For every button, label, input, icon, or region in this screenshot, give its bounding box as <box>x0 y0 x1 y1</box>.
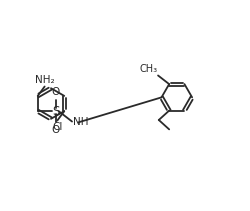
Text: Cl: Cl <box>52 122 62 132</box>
Text: O: O <box>52 125 60 135</box>
Text: CH₃: CH₃ <box>139 64 157 74</box>
Text: S: S <box>52 105 59 118</box>
Text: NH: NH <box>73 117 89 127</box>
Text: NH₂: NH₂ <box>35 75 54 85</box>
Text: O: O <box>52 87 60 97</box>
